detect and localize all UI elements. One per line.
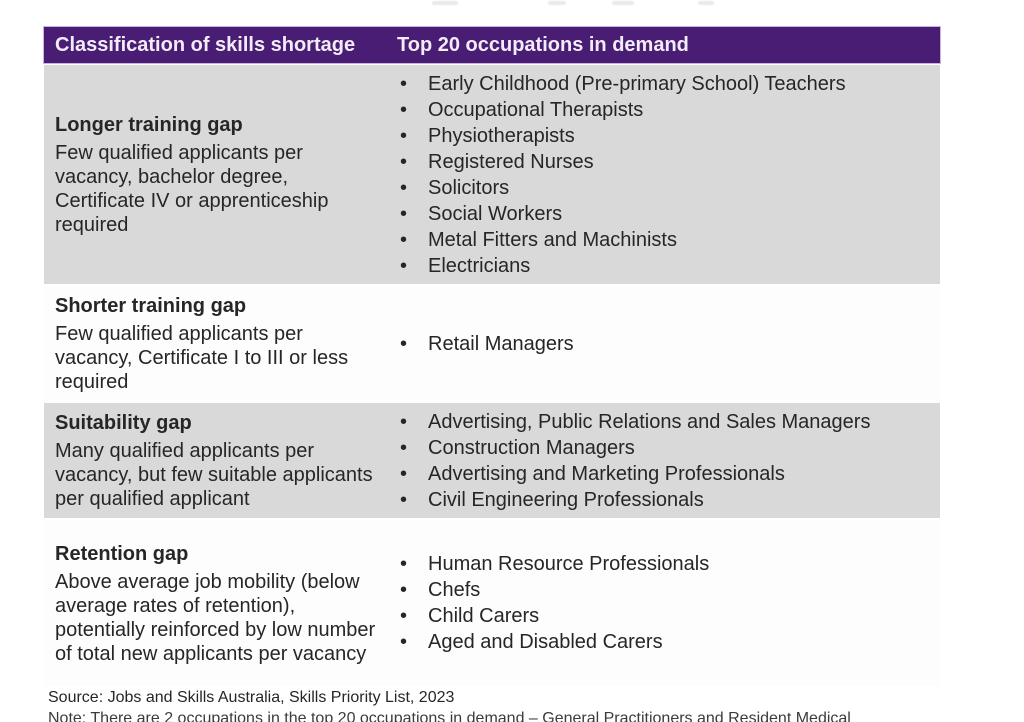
header-occupations: Top 20 occupations in demand [397, 33, 689, 56]
occupation-item: • Physiotherapists [390, 123, 846, 149]
classification-cell: Shorter training gap Few qualified appli… [44, 286, 390, 401]
bullet-icon: • [400, 202, 408, 225]
table-row: Retention gap Above average job mobility… [44, 520, 940, 686]
row-title: Longer training gap [55, 114, 243, 136]
occupation-item: • Advertising and Marketing Professionals [390, 461, 870, 487]
clipped-title-remnant [612, 1, 634, 5]
occupation-label: Occupational Therapists [428, 98, 644, 121]
occupation-item: • Metal Fitters and Machinists [390, 227, 846, 253]
occupation-label: Civil Engineering Professionals [428, 488, 704, 511]
note-line-clipped: Note: There are 2 occupations in the top… [48, 710, 851, 722]
occupation-label: Child Carers [428, 605, 540, 627]
occupation-label: Human Resource Professionals [428, 553, 710, 575]
bullet-icon: • [400, 605, 408, 627]
bullet-icon: • [400, 228, 408, 251]
row-title: Retention gap [55, 542, 189, 565]
clipped-title-remnant [548, 1, 566, 5]
occupation-item: • Chefs [390, 577, 709, 603]
bullet-icon: • [400, 176, 408, 199]
classification-cell: Retention gap Above average job mobility… [44, 520, 390, 686]
bullet-icon: • [400, 410, 408, 433]
occupation-list: • Human Resource Professionals • Chefs • Chil… [390, 551, 709, 655]
clipped-title-remnant [432, 1, 458, 5]
occupation-label: Chefs [428, 579, 481, 601]
bullet-icon: • [400, 553, 408, 575]
table-row: Longer training gap Few qualified applic… [44, 65, 940, 284]
bullet-icon: • [400, 254, 408, 277]
occupation-label: Early Childhood (Pre-primary School) Tea… [428, 72, 846, 95]
source-line: Source: Jobs and Skills Australia, Skill… [48, 689, 455, 706]
skills-shortage-table: Classification of skills shortage Top 20… [44, 27, 940, 686]
row-description: Few qualified applicants per vacancy, Ce… [55, 323, 349, 393]
occupations-cell: • Early Childhood (Pre-primary School) Te… [390, 65, 940, 284]
occupation-item: • Registered Nurses [390, 149, 846, 175]
occupation-item: • Retail Managers [390, 331, 574, 357]
occupations-cell: • Retail Managers [390, 286, 940, 401]
occupation-label: Metal Fitters and Machinists [428, 228, 677, 251]
table-body: Longer training gap Few qualified applic… [44, 65, 940, 686]
occupation-item: • Occupational Therapists [390, 97, 846, 123]
table-header-row: Classification of skills shortage Top 20… [44, 27, 940, 63]
clipped-title-remnant [698, 1, 714, 5]
bullet-icon: • [400, 579, 408, 601]
occupations-cell: • Advertising, Public Relations and Sales… [390, 403, 940, 518]
occupation-item: • Construction Managers [390, 435, 870, 461]
bullet-icon: • [400, 72, 408, 95]
occupation-item: • Civil Engineering Professionals [390, 487, 870, 513]
occupation-item: • Aged and Disabled Carers [390, 629, 709, 655]
footnotes: Source: Jobs and Skills Australia, Skill… [48, 688, 978, 722]
bullet-icon: • [400, 631, 408, 653]
occupation-item: • Advertising, Public Relations and Sales… [390, 409, 870, 435]
table-row: Shorter training gap Few qualified appli… [44, 286, 940, 401]
occupation-item: • Child Carers [390, 603, 709, 629]
header-classification: Classification of skills shortage [55, 33, 356, 56]
bullet-icon: • [400, 462, 408, 485]
row-description: Few qualified applicants per vacancy, ba… [55, 142, 329, 236]
occupation-item: • Solicitors [390, 175, 846, 201]
bullet-icon: • [400, 436, 408, 459]
occupation-list: • Advertising, Public Relations and Sales… [390, 409, 870, 513]
bullet-icon: • [400, 332, 408, 355]
occupation-label: Advertising and Marketing Professionals [428, 462, 785, 485]
occupation-list: • Early Childhood (Pre-primary School) Te… [390, 71, 846, 279]
row-description: Many qualified applicants per vacancy, b… [55, 440, 373, 510]
classification-cell: Suitability gap Many qualified applicant… [44, 403, 390, 518]
occupation-label: Electricians [428, 254, 531, 277]
occupation-label: Advertising, Public Relations and Sales … [428, 410, 871, 433]
occupation-item: • Electricians [390, 253, 846, 279]
occupation-label: Retail Managers [428, 332, 574, 355]
table-row: Suitability gap Many qualified applicant… [44, 403, 940, 518]
occupation-label: Registered Nurses [428, 150, 594, 173]
bullet-icon: • [400, 124, 408, 147]
occupation-label: Physiotherapists [428, 124, 575, 147]
occupation-list: • Retail Managers [390, 331, 574, 357]
occupation-label: Social Workers [428, 202, 563, 225]
row-description: Above average job mobility (below averag… [55, 570, 376, 665]
bullet-icon: • [400, 150, 408, 173]
row-title: Shorter training gap [55, 295, 247, 317]
occupation-label: Construction Managers [428, 436, 635, 459]
occupation-item: • Social Workers [390, 201, 846, 227]
bullet-icon: • [400, 488, 408, 511]
occupation-item: • Human Resource Professionals [390, 551, 709, 577]
classification-cell: Longer training gap Few qualified applic… [44, 65, 390, 284]
occupation-label: Aged and Disabled Carers [428, 631, 663, 653]
occupations-cell: • Human Resource Professionals • Chefs • Chil… [390, 520, 940, 686]
occupation-label: Solicitors [428, 176, 510, 199]
bullet-icon: • [400, 98, 408, 121]
row-title: Suitability gap [55, 412, 192, 434]
occupation-item: • Early Childhood (Pre-primary School) Te… [390, 71, 846, 97]
